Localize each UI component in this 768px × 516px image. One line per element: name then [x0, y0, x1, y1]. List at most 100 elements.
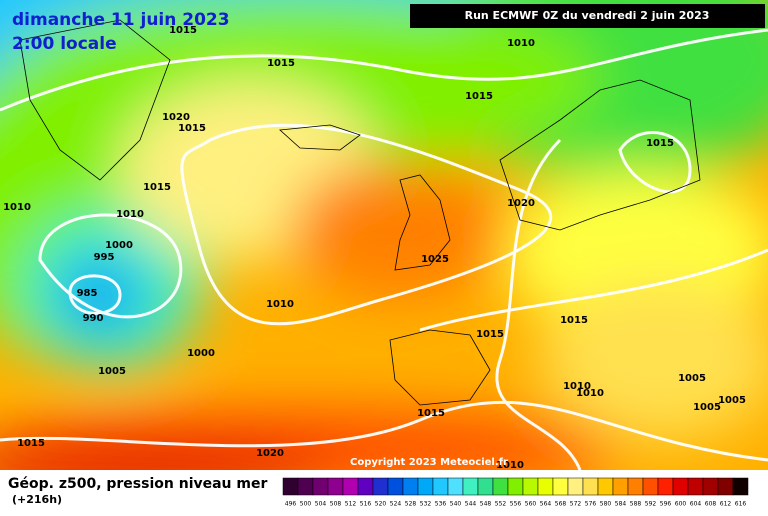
legend-swatch	[312, 477, 329, 496]
isobar-label: 1010	[507, 38, 535, 49]
isobar-label: 1015	[143, 182, 171, 193]
isobar-label: 1010	[266, 299, 294, 310]
isobar-label: 1000	[105, 240, 133, 251]
legend-swatch	[552, 477, 569, 496]
isobar-label: 1010	[3, 202, 31, 213]
legend-swatch	[492, 477, 509, 496]
legend-swatch	[342, 477, 359, 496]
legend-swatch	[357, 477, 374, 496]
legend-swatch	[567, 477, 584, 496]
legend-label: 516	[360, 501, 372, 508]
isobar-label: 1020	[256, 448, 284, 459]
isobar-label: 1010	[496, 460, 524, 471]
legend-swatch	[627, 477, 644, 496]
legend-label: 536	[435, 501, 447, 508]
legend-swatch	[372, 477, 389, 496]
legend-swatch	[477, 477, 494, 496]
map-field	[0, 0, 768, 495]
isobar-label: 1015	[560, 315, 588, 326]
legend-swatch	[402, 477, 419, 496]
isobar-label: 1025	[421, 254, 449, 265]
isobar-label: 1015	[178, 123, 206, 134]
legend-label: 584	[615, 501, 627, 508]
legend-label: 544	[465, 501, 477, 508]
legend-label: 504	[315, 501, 327, 508]
legend-label: 612	[720, 501, 732, 508]
isobar-label: 1015	[646, 138, 674, 149]
isobar-label: 1010	[563, 381, 591, 392]
isobar-label: 1010	[116, 209, 144, 220]
run-info: Run ECMWF 0Z du vendredi 2 juin 2023	[465, 9, 710, 22]
legend-label: 572	[570, 501, 582, 508]
isobar-label: 1015	[465, 91, 493, 102]
legend-swatch	[417, 477, 434, 496]
forecast-time: 2:00 locale	[12, 34, 117, 54]
legend-swatch	[522, 477, 539, 496]
isobar-label: 985	[77, 288, 98, 299]
legend-label: 576	[585, 501, 597, 508]
legend-label: 524	[390, 501, 402, 508]
legend-swatch	[657, 477, 674, 496]
copyright: Copyright 2023 Meteociel.fr	[350, 457, 508, 468]
isobar-label: 990	[83, 313, 104, 324]
legend-label: 556	[510, 501, 522, 508]
legend-label: 496	[285, 501, 297, 508]
isobar-label: 1005	[693, 402, 721, 413]
legend-label: 532	[420, 501, 432, 508]
isobar-label: 1005	[98, 366, 126, 377]
legend-swatch	[537, 477, 554, 496]
legend-swatch	[447, 477, 464, 496]
legend-label: 528	[405, 501, 417, 508]
isobar-label: 1005	[678, 373, 706, 384]
legend-label: 600	[675, 501, 687, 508]
legend-swatch	[597, 477, 614, 496]
isobar-label: 1015	[169, 25, 197, 36]
isobar-label: 1015	[267, 58, 295, 69]
legend-swatch	[702, 477, 719, 496]
footer-title: Géop. z500, pression niveau mer	[8, 476, 267, 492]
legend-label: 548	[480, 501, 492, 508]
legend-swatch	[507, 477, 524, 496]
legend-swatch	[642, 477, 659, 496]
isobar-labels: 1015101510101015102010151015101510101010…	[3, 25, 746, 471]
isobar-label: 1015	[476, 329, 504, 340]
legend-label: 500	[300, 501, 312, 508]
legend-label: 592	[645, 501, 657, 508]
legend-label: 580	[600, 501, 612, 508]
legend-label: 552	[495, 501, 507, 508]
legend-label: 512	[345, 501, 357, 508]
isobar-label: 1010	[576, 388, 604, 399]
legend-swatch	[327, 477, 344, 496]
legend-label: 588	[630, 501, 642, 508]
legend-label: 520	[375, 501, 387, 508]
legend-label: 604	[690, 501, 702, 508]
legend-swatch	[717, 477, 734, 496]
legend-swatch	[297, 477, 314, 496]
legend-label: 596	[660, 501, 672, 508]
isobar-label: 1015	[417, 408, 445, 419]
isobar-label: 1020	[162, 112, 190, 123]
legend-label: 564	[540, 501, 552, 508]
forecast-date: dimanche 11 juin 2023	[12, 10, 230, 30]
legend-swatch	[462, 477, 479, 496]
isobar-label: 1015	[17, 438, 45, 449]
legend-label: 560	[525, 501, 537, 508]
legend-swatch	[687, 477, 704, 496]
legend-label: 608	[705, 501, 717, 508]
color-legend: 496 500 504 508 512 516 520 524 528 532 536 540 544 5…	[282, 477, 749, 508]
run-banner	[410, 4, 765, 28]
isobar-label: 1000	[187, 348, 215, 359]
legend-swatch	[732, 477, 749, 496]
legend-label: 568	[555, 501, 567, 508]
footer-lead: (+216h)	[12, 493, 62, 506]
legend-label: 540	[450, 501, 462, 508]
legend-label: 508	[330, 501, 342, 508]
legend-swatch	[432, 477, 449, 496]
legend-swatch	[582, 477, 599, 496]
legend-label: 616	[735, 501, 747, 508]
legend-swatch	[387, 477, 404, 496]
legend-swatch	[282, 477, 299, 496]
isobar-label: 1020	[507, 198, 535, 209]
